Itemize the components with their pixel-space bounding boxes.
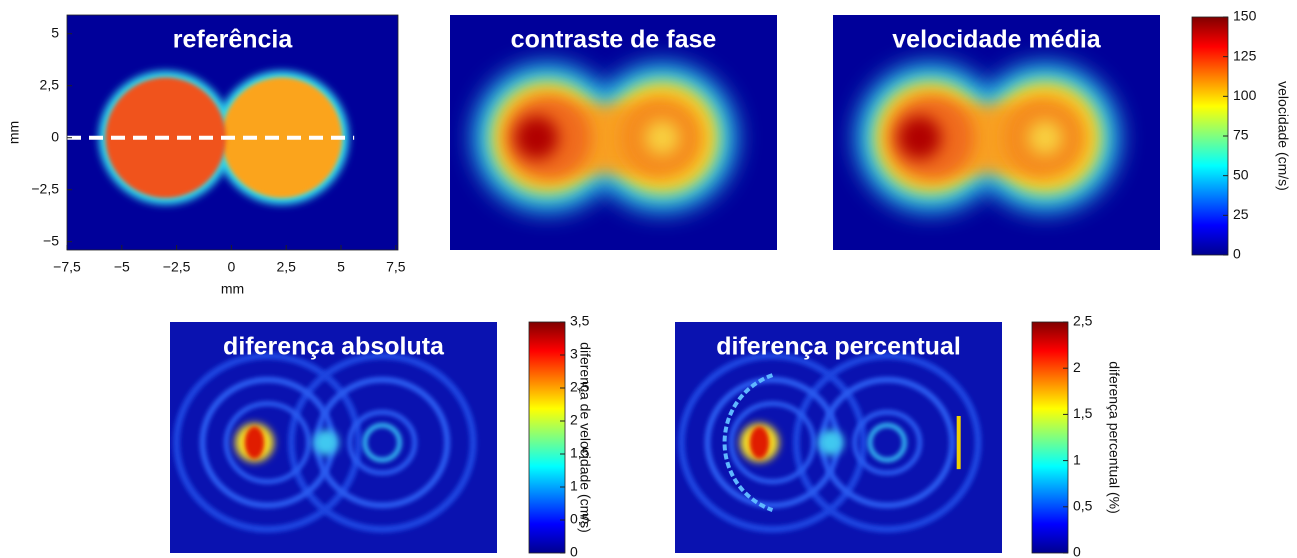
colorbar-label: diferença de velocidade (cm/s) (577, 342, 593, 533)
y-tick-label: −2,5 (31, 180, 59, 196)
field (645, 120, 680, 155)
x-tick-label: −5 (114, 259, 130, 275)
figure: referência −7,5 −5 −2,5 0 2,5 5 7,5 −5 −2,5 0 2,5 5 m… (0, 0, 1297, 558)
y-tick-label: 5 (51, 24, 59, 40)
x-tick-label: 2,5 (276, 259, 296, 275)
colorbar-tick-label: 1,5 (1073, 405, 1093, 421)
field (818, 430, 844, 456)
field (898, 116, 941, 159)
colorbar-tick-label: 125 (1233, 47, 1257, 63)
x-tick-label: −7,5 (53, 259, 81, 275)
y-tick-label: −5 (43, 232, 59, 248)
colorbar-tick-label: 3 (570, 346, 578, 362)
x-tick-label: 7,5 (386, 259, 406, 275)
colorbar (529, 322, 565, 553)
x-axis-label: mm (221, 281, 244, 297)
colorbar-label: velocidade (cm/s) (1275, 81, 1291, 191)
colorbar-label: diferença percentual (%) (1106, 361, 1122, 514)
field (222, 77, 343, 198)
panel-title: velocidade média (892, 26, 1102, 54)
colorbar (1032, 322, 1068, 553)
colorbar-tick-label: 100 (1233, 87, 1257, 103)
panel-title: diferença absoluta (223, 333, 445, 361)
field (750, 426, 769, 458)
field (245, 426, 264, 458)
colorbar-tick-label: 0 (1233, 246, 1241, 262)
panel-title: diferença percentual (716, 333, 961, 361)
x-tick-label: 5 (337, 259, 345, 275)
panel-title: contraste de fase (511, 26, 717, 54)
colorbar-tick-label: 2 (1073, 359, 1081, 375)
x-tick-label: −2,5 (163, 259, 191, 275)
field (1028, 120, 1063, 155)
panel-title: referência (173, 26, 294, 54)
field (515, 116, 558, 159)
colorbar (1192, 17, 1228, 255)
colorbar-tick-label: 0 (570, 544, 578, 558)
y-axis-label: mm (6, 121, 22, 144)
colorbar-tick-label: 0 (1073, 544, 1081, 558)
field (313, 430, 339, 456)
colorbar-tick-label: 2 (570, 412, 578, 428)
colorbar-tick-label: 1 (1073, 451, 1081, 467)
colorbar-tick-label: 75 (1233, 127, 1249, 143)
colorbar-tick-label: 150 (1233, 8, 1257, 24)
colorbar-tick-label: 2,5 (1073, 313, 1093, 329)
y-tick-label: 0 (51, 128, 59, 144)
x-tick-label: 0 (228, 259, 236, 275)
colorbar-tick-label: 50 (1233, 166, 1249, 182)
colorbar-tick-label: 25 (1233, 206, 1249, 222)
colorbar-tick-label: 1 (570, 478, 578, 494)
colorbar-tick-label: 0,5 (1073, 498, 1093, 514)
colorbar-tick-label: 3,5 (570, 313, 590, 329)
y-tick-label: 2,5 (40, 76, 60, 92)
